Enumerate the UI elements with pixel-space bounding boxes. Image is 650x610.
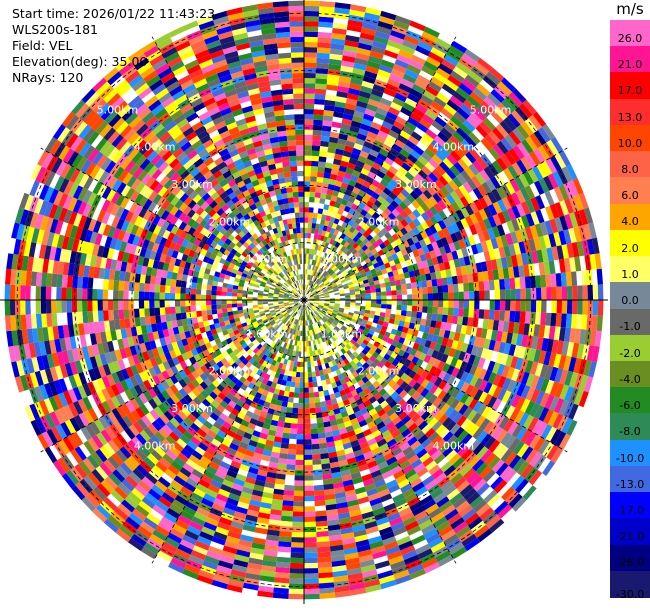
- range-ring-label: 4.00km: [134, 141, 176, 154]
- colorbar-segment: [610, 570, 650, 598]
- range-ring-label: 1.00km: [321, 253, 363, 266]
- colorbar-tick-label: 13.0: [617, 110, 643, 124]
- colorbar-tick-label: -10.0: [615, 451, 645, 465]
- colorbar-tick-label: 26.0: [617, 31, 643, 45]
- colorbar-segment: [610, 203, 650, 231]
- colorbar-tick-label: 4.0: [621, 215, 639, 229]
- plot-info: Start time: 2026/01/22 11:43:23 WLS200s-…: [12, 6, 215, 86]
- colorbar-tick-label: 10.0: [617, 136, 643, 150]
- range-ring-label: 1.00km: [246, 253, 288, 266]
- colorbar-segment: [610, 98, 650, 126]
- ppi-cells: [4, 0, 604, 600]
- colorbar-tick-label: -21.0: [615, 530, 645, 544]
- colorbar-tick-label: 8.0: [621, 163, 639, 177]
- colorbar-segment: [610, 492, 650, 519]
- colorbar-segment: [610, 177, 650, 205]
- colorbar-segment: [610, 124, 650, 152]
- range-ring-label: 3.00km: [395, 402, 437, 415]
- colorbar-tick-label: 2.0: [621, 241, 639, 255]
- colorbar-segment: [610, 256, 650, 283]
- range-ring-label: 5.00km: [470, 103, 512, 116]
- range-ring-label: 4.00km: [433, 141, 475, 154]
- colorbar-segment: [610, 151, 650, 178]
- ppi-range-labels: 1.00km 1.00km 1.00km 1.00km 2.00km 2.00km 2.00…: [97, 103, 512, 452]
- colorbar-tick-label: -26.0: [615, 556, 645, 570]
- elevation-text: Elevation(deg): 35.00: [12, 54, 148, 69]
- colorbar-segment: [610, 465, 650, 493]
- start-time-text: Start time: 2026/01/22 11:43:23: [12, 6, 216, 21]
- range-ring-label: 5.00km: [97, 103, 139, 116]
- ppi-grid: [0, 0, 608, 604]
- colorbar-tick-label: -4.0: [619, 372, 641, 386]
- range-ring-label: 4.00km: [134, 439, 176, 452]
- colorbar-segment: [610, 334, 650, 362]
- field-text: Field: VEL: [12, 38, 73, 53]
- colorbar-segment: [610, 413, 650, 441]
- range-ring-label: 4.00km: [433, 439, 475, 452]
- colorbar-tick-label: -13.0: [615, 477, 645, 491]
- colorbar-tick-label: 21.0: [617, 58, 643, 72]
- ppi-velocity-plot: 1.00km 1.00km 1.00km 1.00km 2.00km 2.00km 2.00…: [0, 0, 608, 604]
- colorbar-tick-label: -1.0: [619, 320, 641, 334]
- colorbar-tick-label: 17.0: [617, 84, 643, 98]
- colorbar-segment: [610, 360, 650, 388]
- colorbar-unit: m/s: [616, 0, 644, 18]
- range-ring-label: 1.00km: [321, 327, 363, 340]
- colorbar-segment: [610, 308, 650, 336]
- colorbar-segment: [610, 518, 650, 546]
- colorbar-tick-label: 6.0: [621, 189, 639, 203]
- colorbar-tick-label: -2.0: [619, 346, 641, 360]
- colorbar-segment: [610, 46, 650, 74]
- range-ring-label: 2.00km: [358, 215, 400, 228]
- range-ring-label: 2.00km: [209, 365, 251, 378]
- colorbar-segment: [610, 544, 650, 572]
- colorbar-tick-label: -17.0: [615, 503, 645, 517]
- range-ring-label: 2.00km: [358, 365, 400, 378]
- colorbar-segment: [610, 229, 650, 257]
- colorbar-tick-label: 0.0: [621, 294, 639, 308]
- colorbar: 26.0 21.0 17.0 13.0 10.0 8.0 6.0 4.0 2.0 1.0 0.0 -1…: [610, 20, 650, 601]
- range-ring-label: 2.00km: [209, 215, 251, 228]
- colorbar-segment: [610, 439, 650, 467]
- colorbar-tick-label: -6.0: [619, 399, 641, 413]
- colorbar-tick-label: -30.0: [615, 588, 645, 601]
- colorbar-tick-label: -8.0: [619, 425, 641, 439]
- nrays-text: NRays: 120: [12, 70, 84, 85]
- colorbar-segment: [610, 282, 650, 310]
- colorbar-segment: [610, 387, 650, 414]
- range-ring-label: 1.00km: [246, 327, 288, 340]
- colorbar-segment: [610, 20, 650, 47]
- colorbar-tick-label: 1.0: [621, 267, 639, 281]
- range-ring-label: 3.00km: [171, 178, 213, 191]
- colorbar-segment: [610, 72, 650, 100]
- instrument-text: WLS200s-181: [12, 22, 98, 37]
- range-ring-label: 3.00km: [395, 178, 437, 191]
- range-ring-label: 3.00km: [171, 402, 213, 415]
